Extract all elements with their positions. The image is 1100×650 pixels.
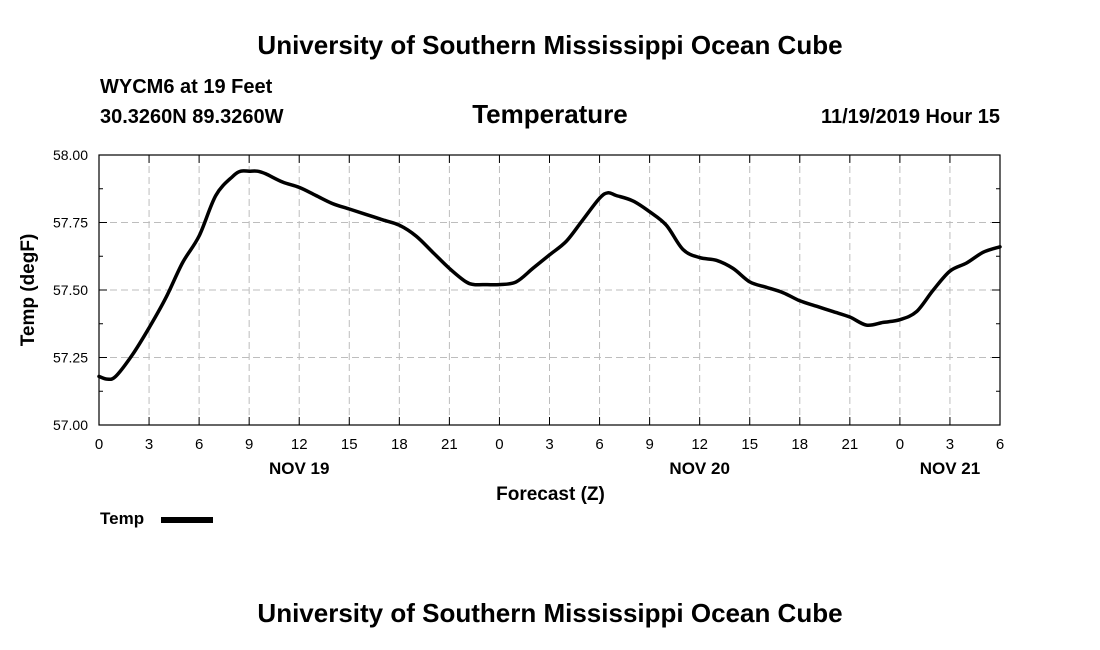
x-tick-label: 3 [145, 436, 153, 453]
x-tick-label: 0 [495, 436, 503, 453]
y-axis-label: Temp (degF) [18, 234, 39, 347]
y-tick-label: 57.00 [53, 417, 88, 433]
chart-title: Temperature [472, 99, 628, 129]
date-label: NOV 21 [920, 459, 980, 478]
x-tick-label: 12 [291, 436, 308, 453]
x-tick-label: 6 [595, 436, 603, 453]
footer-title: University of Southern Mississippi Ocean… [257, 598, 843, 628]
plot-frame [98, 154, 1001, 426]
datetime-label: 11/19/2019 Hour 15 [820, 106, 1000, 128]
x-tick-label: 15 [341, 436, 358, 453]
x-axis-label: Forecast (Z) [496, 484, 605, 505]
x-tick-label: 6 [195, 436, 203, 453]
x-tick-label: 0 [95, 436, 103, 453]
y-tick-label: 57.25 [53, 350, 88, 366]
page-title: University of Southern Mississippi Ocean… [257, 30, 843, 60]
series-line-temp [97, 169, 1002, 382]
x-tick-label: 9 [645, 436, 653, 453]
legend-label: Temp [100, 509, 145, 528]
x-tick-label: 18 [391, 436, 408, 453]
x-tick-label: 3 [946, 436, 954, 453]
x-tick-label: 0 [896, 436, 904, 453]
station-label: WYCM6 at 19 Feet [100, 76, 273, 98]
legend-swatch [161, 517, 213, 523]
date-label: NOV 20 [669, 459, 729, 478]
y-tick-label: 57.75 [53, 215, 88, 231]
x-tick-label: 15 [741, 436, 758, 453]
x-tick-label: 21 [441, 436, 458, 453]
date-label: NOV 19 [269, 459, 329, 478]
x-tick-label: 21 [841, 436, 858, 453]
x-tick-label: 12 [691, 436, 708, 453]
x-tick-label: 18 [791, 436, 808, 453]
x-tick-label: 9 [245, 436, 253, 453]
y-tick-label: 57.50 [53, 282, 88, 298]
x-tick-label: 3 [545, 436, 553, 453]
x-tick-label: 6 [996, 436, 1004, 453]
y-tick-label: 58.00 [53, 147, 88, 163]
coordinates-label: 30.3260N 89.3260W [100, 106, 284, 128]
